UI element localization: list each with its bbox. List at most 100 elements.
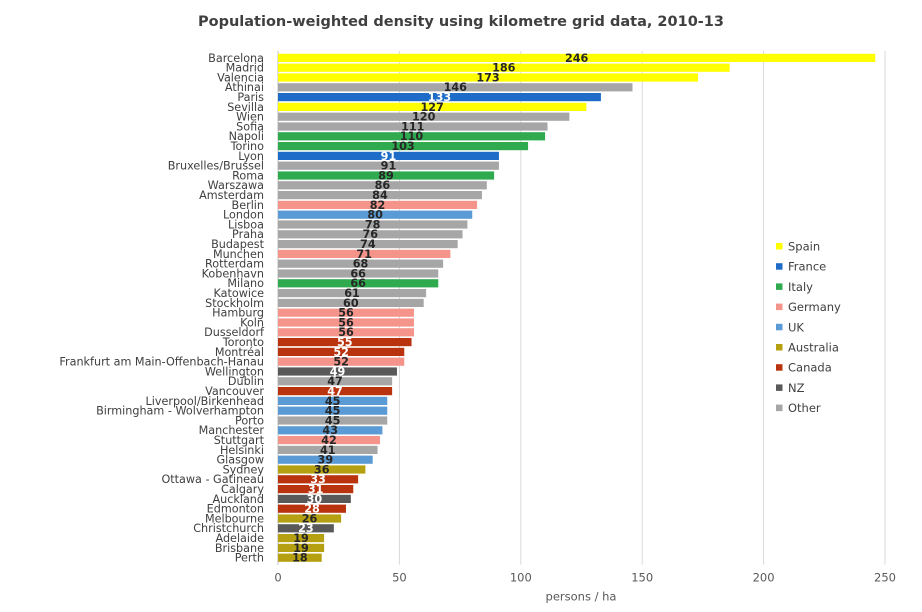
bar — [278, 230, 463, 239]
bar — [278, 161, 499, 170]
bar — [278, 534, 325, 543]
category-label: London — [223, 209, 264, 222]
bar — [278, 93, 601, 102]
category-label: Napoli — [229, 130, 264, 143]
chart-title: Population-weighted density using kilome… — [198, 14, 724, 30]
category-label: Manchester — [199, 424, 265, 437]
category-label: Lyon — [238, 150, 264, 163]
data-label: 80 — [367, 209, 383, 222]
bar — [278, 328, 414, 337]
category-label: Montréal — [215, 346, 264, 359]
bar — [278, 269, 439, 278]
x-tick-label: 150 — [631, 571, 653, 585]
bar — [278, 112, 570, 121]
category-label: Sevilla — [227, 101, 264, 114]
x-tick-label: 100 — [510, 571, 532, 585]
legend-swatch — [776, 364, 783, 371]
legend-swatch — [776, 344, 783, 351]
legend-label: Germany — [788, 300, 841, 314]
data-label: 56 — [338, 307, 354, 320]
category-label: Toronto — [222, 336, 264, 349]
bar — [278, 142, 529, 151]
bar — [278, 308, 414, 317]
data-label: 49 — [330, 365, 346, 378]
data-label: 89 — [378, 169, 394, 182]
legend-label: Italy — [788, 280, 813, 294]
bar — [278, 249, 451, 258]
x-tick-label: 250 — [874, 571, 896, 585]
legend-swatch — [776, 323, 783, 331]
data-label: 26 — [302, 512, 318, 525]
bar — [278, 347, 405, 356]
bar — [278, 377, 393, 386]
bar — [278, 318, 414, 327]
bar — [278, 102, 587, 111]
bar — [278, 63, 730, 72]
category-label: Praha — [232, 228, 264, 241]
data-label: 45 — [325, 414, 341, 427]
bar — [278, 122, 548, 131]
bar — [278, 73, 699, 82]
bar — [278, 524, 334, 533]
bar — [278, 181, 487, 190]
category-label: Sydney — [223, 463, 265, 476]
data-label: 19 — [293, 542, 309, 555]
category-label: Wien — [236, 111, 264, 124]
x-axis-title: persons / ha — [546, 590, 617, 604]
category-label: Adelaide — [216, 532, 265, 545]
legend-swatch — [776, 263, 783, 270]
bar — [278, 445, 378, 454]
category-label: Madrid — [226, 62, 264, 75]
bar — [278, 171, 495, 180]
data-label: 23 — [298, 522, 314, 535]
data-label: 68 — [353, 258, 369, 271]
data-label: 246 — [565, 52, 589, 65]
legend-label: NZ — [788, 381, 805, 395]
bar — [278, 151, 499, 160]
category-label: Berlin — [232, 199, 264, 212]
bar — [278, 426, 383, 435]
data-label: 45 — [325, 405, 341, 418]
bar — [278, 455, 373, 464]
legend-label: UK — [788, 320, 804, 334]
bar — [278, 259, 444, 268]
category-label: Roma — [232, 169, 264, 182]
category-label: Paris — [237, 91, 264, 104]
data-label: 78 — [365, 218, 381, 231]
category-label: Koln — [240, 316, 264, 329]
data-label: 56 — [338, 316, 354, 329]
bar — [278, 83, 633, 92]
category-label: Ottawa - Gatineau — [161, 473, 264, 486]
bar — [278, 514, 342, 523]
legend-label: France — [788, 260, 826, 274]
data-label: 33 — [310, 473, 326, 486]
legend-label: Other — [788, 401, 821, 415]
data-label: 30 — [307, 493, 323, 506]
category-label: Rotterdam — [205, 258, 264, 271]
data-label: 18 — [292, 552, 308, 565]
bar — [278, 416, 388, 425]
bar — [278, 289, 427, 298]
data-label: 52 — [333, 346, 349, 359]
data-label: 28 — [304, 503, 320, 516]
data-label: 45 — [325, 395, 341, 408]
legend-swatch — [776, 384, 783, 391]
category-label: Brisbane — [215, 542, 264, 555]
bar — [278, 504, 346, 513]
legend-label: Spain — [788, 240, 820, 254]
category-label: Kobenhavn — [202, 267, 264, 280]
bar — [278, 132, 546, 141]
category-label: Wellington — [205, 365, 264, 378]
data-label: 84 — [372, 189, 388, 202]
category-label: Sofia — [236, 120, 264, 133]
category-label: Auckland — [212, 493, 264, 506]
data-label: 103 — [391, 140, 414, 153]
bar — [278, 357, 405, 366]
category-label: Helsinki — [220, 444, 264, 457]
category-label: Katowice — [213, 287, 264, 300]
bar — [278, 191, 482, 200]
category-label: Torino — [230, 140, 265, 153]
data-label: 56 — [338, 326, 354, 339]
category-label: Frankfurt am Main-Offenbach-Hanau — [59, 356, 264, 369]
